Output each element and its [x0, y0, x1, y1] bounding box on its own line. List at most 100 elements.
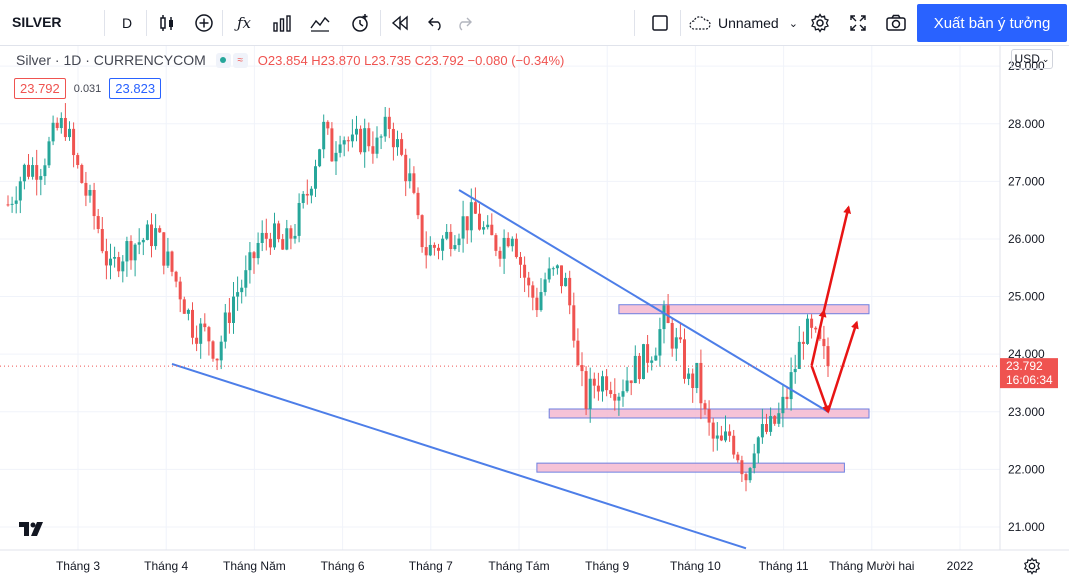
indicators-fx-icon[interactable]: ƒx [236, 14, 251, 32]
camera-icon[interactable] [882, 9, 910, 37]
candle-body [22, 164, 26, 182]
candle-body [707, 409, 711, 423]
candle-body [437, 247, 440, 251]
candle-body [412, 173, 416, 193]
candle-body [211, 341, 215, 359]
candle-body [18, 181, 22, 201]
candle-body [568, 277, 572, 306]
candle-body [543, 279, 547, 293]
top-toolbar: SILVER D ƒx Unnamed ⌄ Xuấ [0, 0, 1069, 46]
symbol-description[interactable]: Silver · 1D · CURRENCYCOM [16, 52, 206, 68]
settings-gear-icon[interactable] [806, 9, 834, 37]
trendlines [171, 189, 829, 550]
candle-body [473, 202, 477, 214]
toolbar-divider [680, 10, 681, 36]
alert-clock-icon[interactable] [346, 9, 374, 37]
candle-body [822, 338, 826, 347]
candle-body [182, 299, 186, 314]
candle-body [199, 323, 203, 344]
candle-body [424, 247, 428, 256]
tradingview-logo-icon[interactable] [18, 520, 44, 543]
candle-body [797, 341, 801, 369]
compare-plus-icon[interactable] [190, 9, 218, 37]
candle-body [596, 385, 600, 392]
candle-body [14, 200, 18, 204]
candle-body [240, 287, 244, 293]
candle-body [683, 339, 686, 379]
time-tick-label: Tháng Tám [488, 559, 549, 573]
candle-body [227, 312, 231, 323]
candle-body [129, 241, 133, 261]
candle-body [6, 204, 10, 206]
candle-body [637, 355, 641, 380]
candle-body [318, 149, 322, 167]
buy-price-button[interactable]: 23.823 [109, 78, 162, 99]
candle-body [31, 165, 35, 177]
candle-body [486, 224, 490, 228]
close-value: C23.792 [414, 52, 464, 68]
candle-body [736, 454, 740, 461]
replay-icon[interactable] [386, 9, 414, 37]
bar-chart-icon[interactable] [268, 9, 296, 37]
candle-body [10, 203, 14, 205]
candle-body [63, 117, 67, 138]
interval-button[interactable]: D [121, 15, 133, 31]
forecast-arrow [826, 320, 859, 413]
candle-body [150, 224, 153, 247]
currency-label: USD [1014, 52, 1040, 66]
price-axis-labels: 29.000 28.000 27.000 26.000 25.000 24.000 23.0… [1008, 59, 1045, 534]
candle-body [162, 232, 166, 266]
candles-style-icon[interactable] [153, 9, 181, 37]
candle-body [244, 270, 248, 288]
publish-idea-button[interactable]: Xuất bản ý tưởng [917, 4, 1067, 42]
trendline [458, 189, 829, 413]
candle-body [387, 116, 391, 129]
currency-selector[interactable]: USD ⌄ [1011, 49, 1053, 69]
candle-body [560, 265, 563, 287]
expand-icon[interactable] [844, 9, 872, 37]
candle-body [264, 232, 268, 239]
candle-body [695, 362, 699, 389]
time-tick-label: Tháng 9 [585, 559, 629, 573]
ohlc-values: O23.854 H23.870 L23.735 C23.792 −0.080 (… [258, 53, 565, 68]
candle-body [445, 231, 449, 239]
symbol-search-button[interactable]: SILVER [12, 14, 62, 30]
candle-body [633, 355, 637, 384]
price-zone [536, 462, 845, 473]
candle-body [371, 146, 375, 154]
forecast-arrow [822, 205, 852, 312]
fullscreen-square-icon[interactable] [646, 9, 674, 37]
axis-settings-gear-icon[interactable] [1023, 557, 1041, 580]
price-tick-label: 23.000 [1008, 405, 1045, 419]
candle-body [810, 318, 814, 328]
sell-price-button[interactable]: 23.792 [14, 78, 66, 99]
toolbar-divider [634, 10, 635, 36]
candle-body [789, 372, 793, 400]
candle-body [646, 344, 650, 363]
candle-body [154, 228, 158, 247]
candle-body [531, 285, 535, 298]
toolbar-divider [380, 10, 381, 36]
spread-value: 0.031 [73, 82, 102, 95]
candle-body [773, 416, 777, 424]
candle-body [80, 164, 84, 183]
candle-body [687, 373, 691, 379]
candle-body [699, 362, 703, 404]
layout-menu[interactable]: Unnamed ⌄ [688, 9, 800, 37]
candle-body [711, 422, 715, 439]
undo-icon[interactable] [422, 9, 450, 37]
candle-body [314, 166, 317, 189]
time-tick-label: Tháng 7 [409, 559, 453, 573]
candle-body [490, 224, 494, 236]
candle-body [580, 365, 584, 372]
toolbar-divider [222, 10, 223, 36]
candle-body [322, 121, 326, 150]
candlestick-series [6, 103, 830, 492]
chart-grid [0, 46, 1000, 550]
candle-body [482, 227, 486, 230]
chevron-down-icon: ⌄ [1041, 53, 1050, 64]
redo-icon[interactable] [450, 9, 478, 37]
candle-body [432, 244, 436, 248]
templates-icon[interactable] [306, 9, 334, 37]
